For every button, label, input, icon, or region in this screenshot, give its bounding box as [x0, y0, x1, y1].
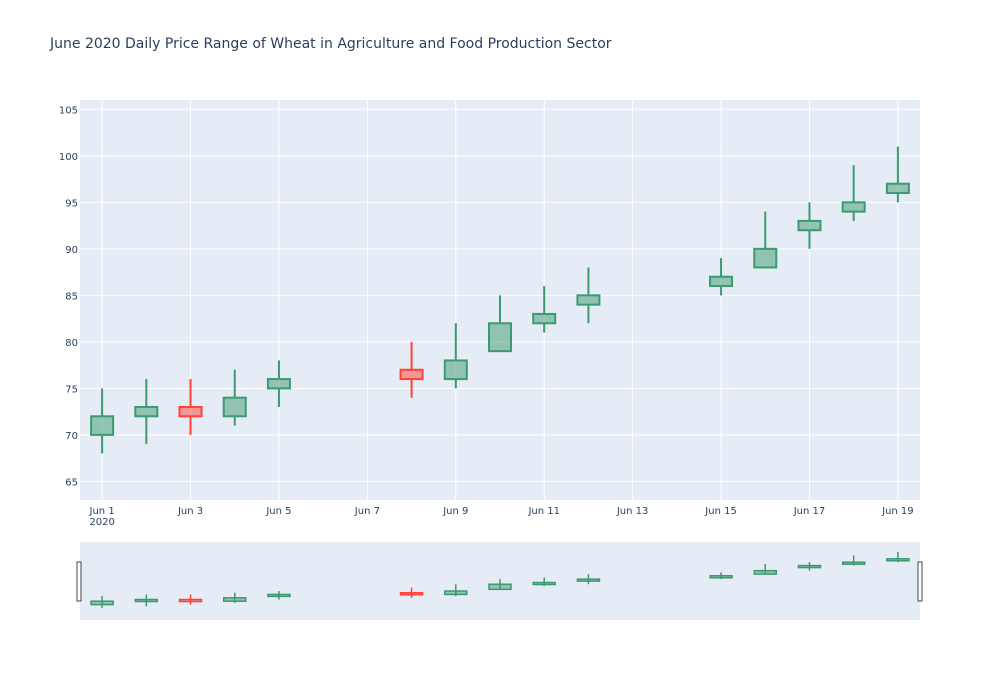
mini-candle-body: [222, 597, 247, 602]
candle-body: [576, 294, 601, 306]
x-tick-label: Jun 15: [704, 506, 737, 517]
x-tick-label: Jun 11: [527, 506, 560, 517]
candle-body: [443, 359, 468, 381]
mini-candle-body: [444, 590, 468, 596]
mini-candle-body: [178, 598, 203, 603]
mini-candle-body: [709, 575, 733, 579]
y-tick-label: 65: [65, 477, 78, 488]
y-tick-label: 75: [65, 384, 78, 395]
range-slider-left-handle[interactable]: [76, 561, 82, 602]
x-tick-label: Jun 1: [89, 506, 115, 517]
y-tick-label: 80: [65, 338, 78, 349]
x-tick-label: Jun 7: [354, 506, 380, 517]
candle-body: [222, 396, 247, 418]
x-tick-sublabel: 2020: [89, 517, 114, 528]
x-tick-label: Jun 3: [177, 506, 203, 517]
mini-candle-body: [90, 600, 114, 606]
mini-candle-body: [532, 581, 556, 586]
candle-body: [532, 312, 557, 325]
mini-candle-body: [488, 583, 512, 591]
x-tick-label: Jun 19: [881, 506, 914, 517]
x-tick-label: Jun 17: [793, 506, 826, 517]
y-tick-label: 70: [65, 431, 78, 442]
chart-title: June 2020 Daily Price Range of Wheat in …: [50, 36, 612, 52]
candle-body: [841, 201, 866, 213]
range-slider-right-handle[interactable]: [917, 561, 923, 602]
mini-candle-body: [797, 564, 822, 569]
mini-candle-body: [399, 591, 424, 596]
candle-body: [90, 415, 115, 436]
candle-body: [399, 368, 424, 381]
x-tick-label: Jun 13: [616, 506, 649, 517]
mini-candle-body: [267, 593, 291, 598]
mini-candle-body: [576, 578, 601, 582]
y-tick-label: 85: [65, 291, 78, 302]
y-axis: 65 70 75 80 85 90 95 100 105: [59, 105, 78, 488]
candle-body: [134, 405, 159, 418]
mini-candle-body: [134, 598, 159, 603]
candle-body: [488, 322, 512, 353]
candle-body: [178, 405, 203, 418]
mini-candle-body: [753, 569, 778, 575]
mini-candle-body: [841, 561, 866, 565]
y-tick-label: 90: [65, 245, 78, 256]
y-tick-label: 100: [59, 152, 78, 163]
candles: [90, 146, 910, 454]
candle-body: [709, 275, 734, 288]
y-tick-label: 95: [65, 198, 78, 209]
y-tick-label: 105: [59, 105, 78, 116]
candle-body: [753, 247, 778, 269]
mini-candle-body: [886, 558, 910, 562]
x-tick-label: Jun 9: [442, 506, 468, 517]
x-tick-label: Jun 5: [265, 506, 291, 517]
candle-body: [797, 219, 822, 232]
candle-body: [885, 182, 910, 195]
range-slider-candles: [90, 552, 910, 608]
candle-body: [266, 378, 291, 390]
